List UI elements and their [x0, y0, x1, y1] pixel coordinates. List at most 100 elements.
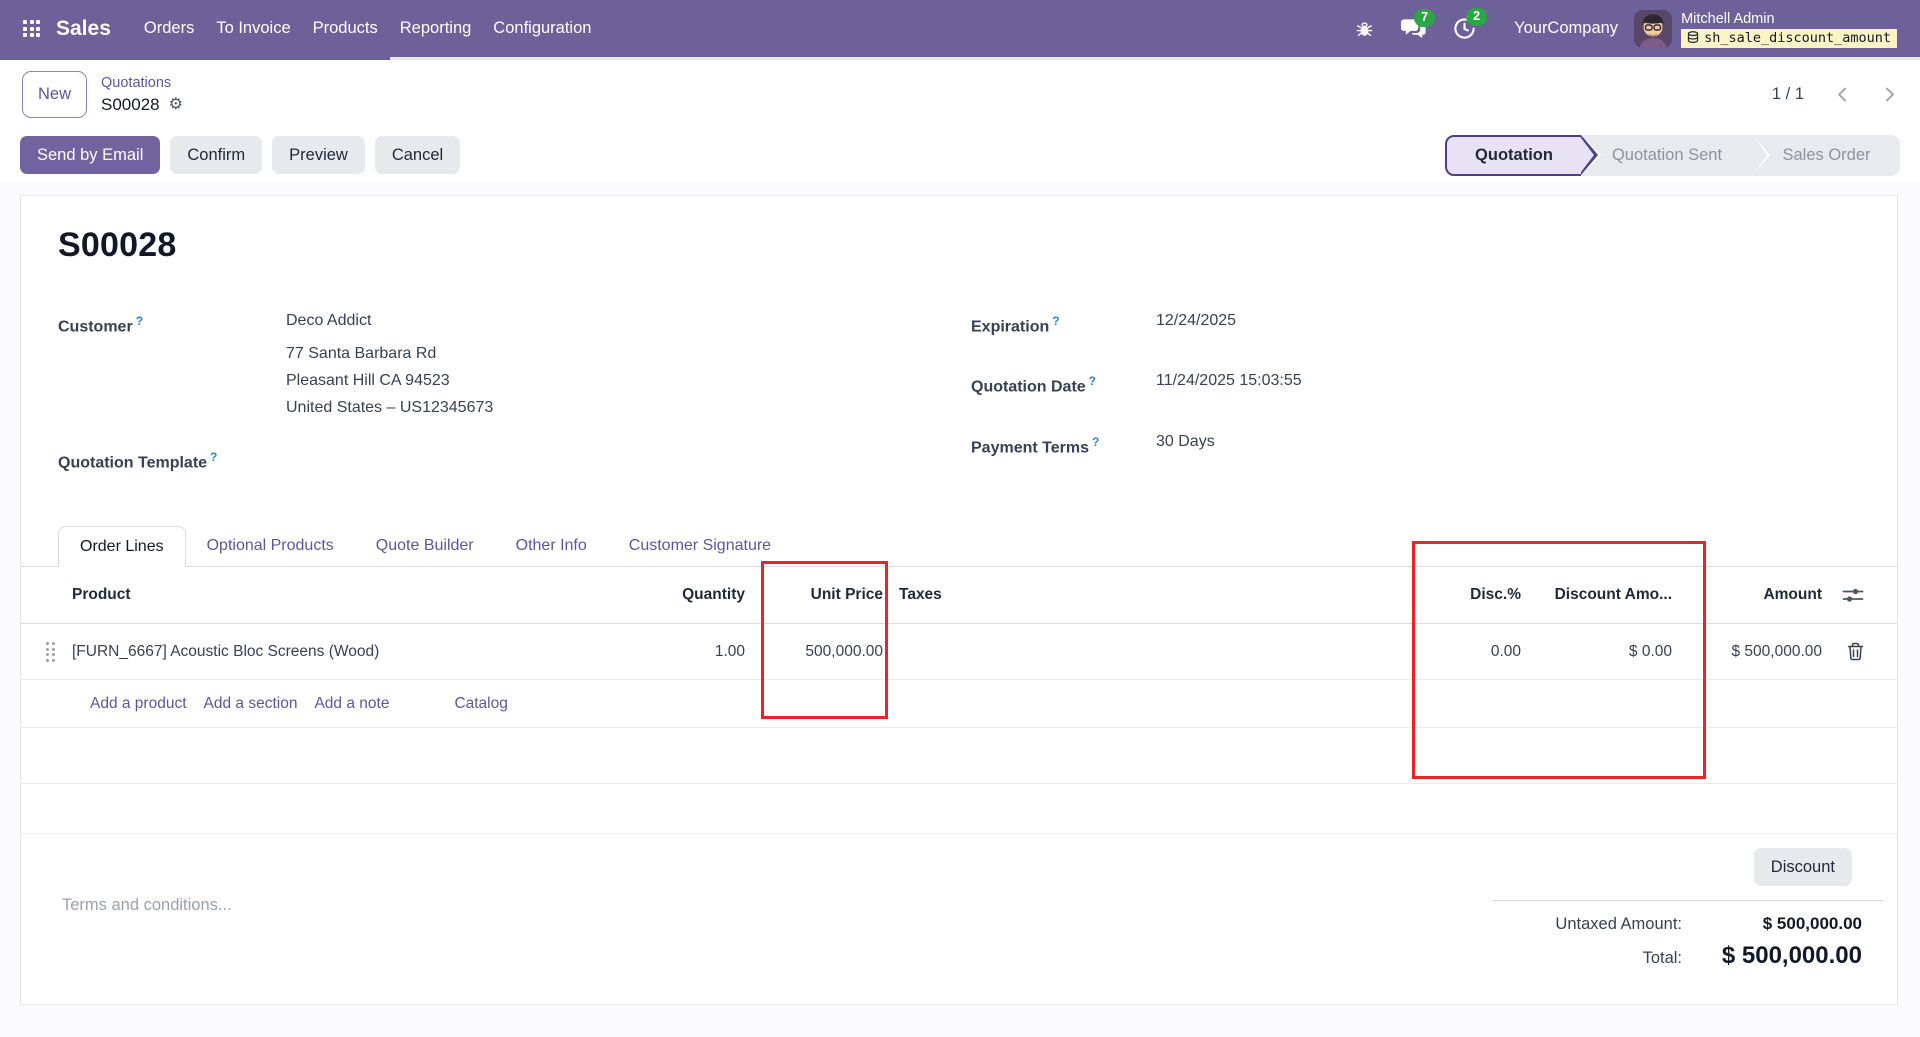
quotation-date-field-label: Quotation Date?: [971, 374, 1097, 396]
payment-terms-field-value[interactable]: 30 Days: [1156, 432, 1215, 450]
cell-quantity[interactable]: 1.00: [714, 642, 745, 660]
payment-terms-field-label: Payment Terms?: [971, 434, 1100, 456]
cell-product[interactable]: [FURN_6667] Acoustic Bloc Screens (Wood): [72, 642, 380, 660]
tab-other-info[interactable]: Other Info: [515, 537, 587, 555]
column-header-product[interactable]: Product: [72, 586, 131, 604]
menu-to-invoice[interactable]: To Invoice: [216, 19, 291, 37]
control-panel: New Quotations S00028 ⚙ 1 / 1: [0, 60, 1920, 129]
column-header-taxes[interactable]: Taxes: [899, 586, 942, 604]
customer-field-label: Customer?: [58, 314, 144, 336]
navbar: Sales Orders To Invoice Products Reporti…: [0, 0, 1920, 57]
menu-reporting[interactable]: Reporting: [399, 19, 472, 37]
cell-discount-amount[interactable]: $ 0.00: [1628, 642, 1672, 660]
help-icon: ?: [1091, 434, 1100, 449]
send-by-email-button[interactable]: Send by Email: [20, 136, 161, 174]
debug-bug-icon[interactable]: [1355, 19, 1374, 39]
apps-grid-icon[interactable]: [23, 20, 40, 37]
order-lines-table: Product Quantity Unit Price Taxes Disc.%…: [21, 567, 1897, 835]
breadcrumb-quotations-link[interactable]: Quotations: [101, 74, 172, 91]
untaxed-amount-row: Untaxed Amount: $ 500,000.00: [1492, 901, 1884, 934]
totals-panel: Discount Untaxed Amount: $ 500,000.00 To…: [1492, 848, 1884, 970]
customer-address-line: Pleasant Hill CA 94523: [286, 372, 450, 389]
empty-table-row: [21, 784, 1897, 835]
confirm-button[interactable]: Confirm: [170, 136, 263, 174]
total-row: Total: $ 500,000.00: [1492, 934, 1884, 970]
add-a-note-link[interactable]: Add a note: [314, 694, 390, 712]
customer-address-line: United States – US12345673: [286, 399, 494, 416]
cell-discount-percent[interactable]: 0.00: [1490, 642, 1521, 660]
status-step-quotation[interactable]: Quotation: [1445, 134, 1598, 176]
cell-amount[interactable]: $ 500,000.00: [1731, 642, 1822, 660]
pager-count: 1 / 1: [1771, 85, 1804, 103]
tab-customer-signature[interactable]: Customer Signature: [628, 537, 772, 555]
drag-handle-icon[interactable]: [46, 642, 72, 662]
tab-quote-builder[interactable]: Quote Builder: [375, 537, 474, 555]
column-header-quantity[interactable]: Quantity: [682, 586, 745, 604]
column-header-discount-amount[interactable]: Discount Amo...: [1554, 586, 1672, 604]
messages-count-badge: 7: [1414, 8, 1436, 27]
form-sheet: S00028 Customer? Deco Addict 77 Santa Ba…: [20, 195, 1898, 1005]
tab-order-lines[interactable]: Order Lines: [58, 526, 186, 568]
expiration-field-value[interactable]: 12/24/2025: [1156, 312, 1237, 329]
help-icon: ?: [135, 314, 144, 328]
status-step-quotation-sent[interactable]: Quotation Sent: [1581, 134, 1767, 176]
table-footer-links: Add a product Add a section Add a note C…: [21, 680, 1897, 729]
cancel-button[interactable]: Cancel: [374, 136, 461, 174]
tab-optional-products[interactable]: Optional Products: [206, 537, 334, 555]
user-menu[interactable]: Mitchell Admin sh_sale_discount_amount: [1681, 10, 1897, 48]
terms-and-conditions-input[interactable]: Terms and conditions...: [62, 896, 232, 914]
column-header-unit-price[interactable]: Unit Price: [810, 586, 883, 604]
column-header-amount[interactable]: Amount: [1763, 586, 1822, 604]
add-a-section-link[interactable]: Add a section: [203, 694, 298, 712]
breadcrumb: Quotations S00028 ⚙: [101, 74, 183, 116]
menu-products[interactable]: Products: [312, 19, 378, 37]
new-button[interactable]: New: [22, 71, 88, 118]
app-name[interactable]: Sales: [56, 16, 111, 40]
loading-bar: [0, 57, 1920, 60]
actions-row: Send by Email Confirm Preview Cancel Quo…: [0, 129, 1920, 181]
messages-icon[interactable]: 7: [1401, 8, 1436, 40]
preview-button[interactable]: Preview: [272, 136, 365, 174]
database-badge: sh_sale_discount_amount: [1681, 28, 1897, 48]
menu-orders[interactable]: Orders: [143, 19, 195, 37]
menu-configuration[interactable]: Configuration: [493, 19, 592, 37]
column-header-discount-percent[interactable]: Disc.%: [1470, 586, 1521, 604]
activities-clock-icon[interactable]: 2: [1453, 8, 1488, 40]
delete-row-trash-icon[interactable]: [1828, 642, 1864, 661]
untaxed-amount-value: $ 500,000.00: [1762, 914, 1862, 933]
cell-unit-price[interactable]: 500,000.00: [805, 642, 883, 660]
systray: 7 2 YourCompany Mitchell Admin: [1328, 8, 1897, 48]
add-a-product-link[interactable]: Add a product: [90, 694, 187, 712]
database-name: sh_sale_discount_amount: [1704, 29, 1891, 46]
total-value: $ 500,000.00: [1721, 942, 1862, 969]
field-group-right: Expiration? 12/24/2025 Quotation Date? 1…: [947, 309, 1860, 499]
gear-icon[interactable]: ⚙: [168, 96, 183, 113]
customer-address-line: 77 Santa Barbara Rd: [286, 345, 437, 362]
main-menu: Orders To Invoice Products Reporting Con…: [133, 10, 603, 47]
quotation-date-field-value[interactable]: 11/24/2025 15:03:55: [1156, 372, 1302, 390]
help-icon: ?: [1052, 314, 1060, 328]
company-switcher[interactable]: YourCompany: [1514, 19, 1619, 37]
totals-separator: [1492, 900, 1884, 901]
untaxed-amount-label: Untaxed Amount:: [1555, 915, 1682, 933]
help-icon: ?: [210, 450, 218, 464]
pager-next-icon[interactable]: [1881, 86, 1898, 103]
breadcrumb-current: S00028: [101, 94, 160, 114]
customer-name-link[interactable]: Deco Addict: [286, 312, 372, 329]
quotation-template-field-label: Quotation Template?: [58, 450, 218, 472]
catalog-link[interactable]: Catalog: [454, 694, 508, 712]
customer-field-value: Deco Addict 77 Santa Barbara Rd Pleasant…: [286, 309, 493, 421]
user-name: Mitchell Admin: [1681, 10, 1775, 27]
status-step-sales-order[interactable]: Sales Order: [1753, 134, 1900, 176]
table-header-row: Product Quantity Unit Price Taxes Disc.%…: [21, 567, 1897, 625]
database-icon: [1687, 31, 1699, 43]
pager-previous-icon[interactable]: [1834, 86, 1851, 103]
avatar[interactable]: [1634, 9, 1673, 48]
notebook-tabs: Order Lines Optional Products Quote Buil…: [21, 525, 1897, 568]
field-group-left: Customer? Deco Addict 77 Santa Barbara R…: [58, 309, 947, 499]
activities-count-badge: 2: [1466, 8, 1488, 26]
table-row: [FURN_6667] Acoustic Bloc Screens (Wood)…: [21, 624, 1897, 681]
optional-columns-icon[interactable]: [1828, 587, 1864, 604]
help-icon: ?: [1088, 374, 1097, 389]
discount-button[interactable]: Discount: [1753, 848, 1852, 886]
